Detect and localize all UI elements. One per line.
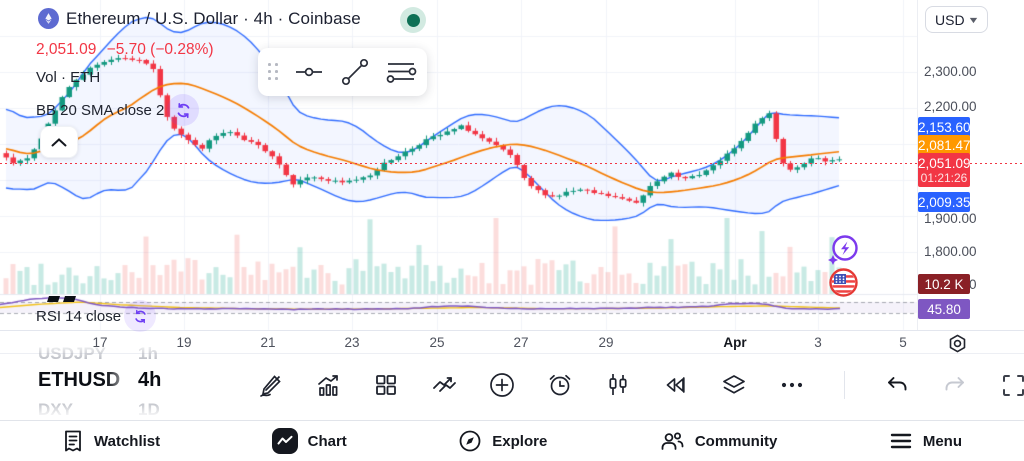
nav-item-community[interactable]: Community xyxy=(659,429,778,453)
time-axis-label: Apr xyxy=(723,335,747,350)
nav-item-menu[interactable]: Menu xyxy=(889,431,962,451)
price-scale-level: 2,300.00 xyxy=(924,64,977,79)
nav-label: Explore xyxy=(492,432,548,450)
price-scale-level: 1,800.00 xyxy=(924,244,977,259)
fib-retracement-tool-button[interactable] xyxy=(385,55,417,89)
time-axis-label: 17 xyxy=(92,335,108,350)
volume-indicator-label[interactable]: Vol · ETH xyxy=(36,69,101,86)
bb-indicator-label[interactable]: BB 20 SMA close 2 xyxy=(36,101,165,119)
time-axis-label: 21 xyxy=(260,335,276,350)
compare-icon[interactable] xyxy=(426,367,462,403)
symbol-title[interactable]: Ethereum / U.S. Dollar · 4h · Coinbase xyxy=(66,8,361,28)
redo-icon[interactable] xyxy=(937,367,973,403)
bottom-navigation: Watchlist Chart Explore Community xyxy=(0,420,1024,461)
horizontal-line-tool-button[interactable] xyxy=(293,55,325,89)
menu-hamburger-icon xyxy=(890,433,912,449)
price-tag: 2,153.60 xyxy=(918,117,971,137)
usa-flag-event-badge[interactable] xyxy=(827,266,860,299)
time-axis-label: 27 xyxy=(513,335,529,350)
price-scale-level: 1,900.00 xyxy=(924,211,977,226)
layouts-grid-icon[interactable] xyxy=(368,367,404,403)
time-axis-label: 5 xyxy=(899,335,907,350)
market-open-status-icon xyxy=(400,7,426,33)
time-axis-label: 25 xyxy=(429,335,445,350)
flash-ai-badge[interactable] xyxy=(824,233,862,269)
bar-replay-icon[interactable] xyxy=(658,367,694,403)
nav-item-explore[interactable]: Explore xyxy=(458,429,547,453)
alert-clock-icon[interactable] xyxy=(542,367,578,403)
time-axis-label: 19 xyxy=(176,335,192,350)
picker-row-active[interactable]: ETHUSD 4h xyxy=(38,369,162,391)
explore-compass-icon xyxy=(459,430,481,452)
price-tag: 2,051.09 01:21:26 xyxy=(918,153,971,187)
candles-style-icon[interactable] xyxy=(600,367,636,403)
nav-item-watchlist[interactable]: Watchlist xyxy=(62,429,160,453)
toolbar-drag-handle[interactable] xyxy=(268,63,279,81)
last-price-value: 2,051.09 xyxy=(36,41,97,58)
trend-line-tool-button[interactable] xyxy=(339,55,371,89)
nav-item-chart[interactable]: Chart xyxy=(271,428,347,454)
nav-label: Chart xyxy=(307,432,347,450)
add-circle-icon[interactable] xyxy=(484,367,520,403)
chart-settings-gear-icon[interactable] xyxy=(944,332,970,354)
indicators-icon[interactable] xyxy=(310,367,346,403)
layers-icon[interactable] xyxy=(716,367,752,403)
ethereum-logo-icon xyxy=(38,8,59,29)
floating-drawing-toolbar xyxy=(258,48,427,96)
chart-toolbar xyxy=(0,355,1024,420)
time-axis[interactable]: 17 19 21 23 25 27 29 Apr 3 5 xyxy=(0,330,1024,354)
picker-row-prev[interactable]: USDJPY 1h xyxy=(38,344,158,363)
price-scale-level: 2,200.00 xyxy=(924,99,977,114)
price-tag: 2,081.47 xyxy=(918,135,971,155)
nav-label: Menu xyxy=(922,432,962,450)
nav-label: Watchlist xyxy=(94,432,161,450)
currency-dropdown[interactable]: USD ▼ xyxy=(925,6,988,33)
nav-label: Community xyxy=(694,432,778,450)
undo-icon[interactable] xyxy=(879,367,915,403)
price-chart-canvas[interactable] xyxy=(0,0,917,331)
clipped-text-artifact xyxy=(63,296,76,302)
price-scale[interactable]: 2,300.002,200.001,900.001,800.001,700.00… xyxy=(917,0,1024,330)
chevron-down-icon: ▼ xyxy=(967,14,980,25)
rsi-refresh-icon[interactable] xyxy=(124,300,157,332)
price-tag: 45.80 xyxy=(918,299,970,319)
collapse-legend-button[interactable] xyxy=(40,126,78,158)
more-ellipsis-icon[interactable] xyxy=(774,367,810,403)
draw-pencil-icon[interactable] xyxy=(252,367,288,403)
toolbar-divider xyxy=(844,371,845,399)
last-price-dotted-line xyxy=(0,163,1024,164)
time-axis-label: 23 xyxy=(344,335,360,350)
clipped-text-artifact xyxy=(47,296,60,302)
bb-refresh-icon[interactable] xyxy=(167,94,200,126)
currency-label: USD xyxy=(935,11,965,28)
fullscreen-icon[interactable] xyxy=(995,367,1024,403)
symbol-timeframe-picker[interactable]: USDJPY 1h ETHUSD 4h DXY 1D xyxy=(38,342,208,418)
chart-icon xyxy=(271,428,298,454)
time-axis-label: 29 xyxy=(598,335,614,350)
rsi-indicator-label[interactable]: RSI 14 close xyxy=(36,307,122,325)
watchlist-icon xyxy=(65,430,81,452)
price-change-value: −5.70 (−0.28%) xyxy=(106,41,214,58)
picker-row-next[interactable]: DXY 1D xyxy=(38,400,160,418)
community-people-icon xyxy=(661,432,684,450)
time-axis-label: 3 xyxy=(814,335,822,350)
price-tag: 2,009.35 xyxy=(918,192,971,212)
price-tag: 10.2 K xyxy=(918,274,970,294)
chart-legend: Ethereum / U.S. Dollar · 4h · Coinbase 2… xyxy=(36,7,426,126)
